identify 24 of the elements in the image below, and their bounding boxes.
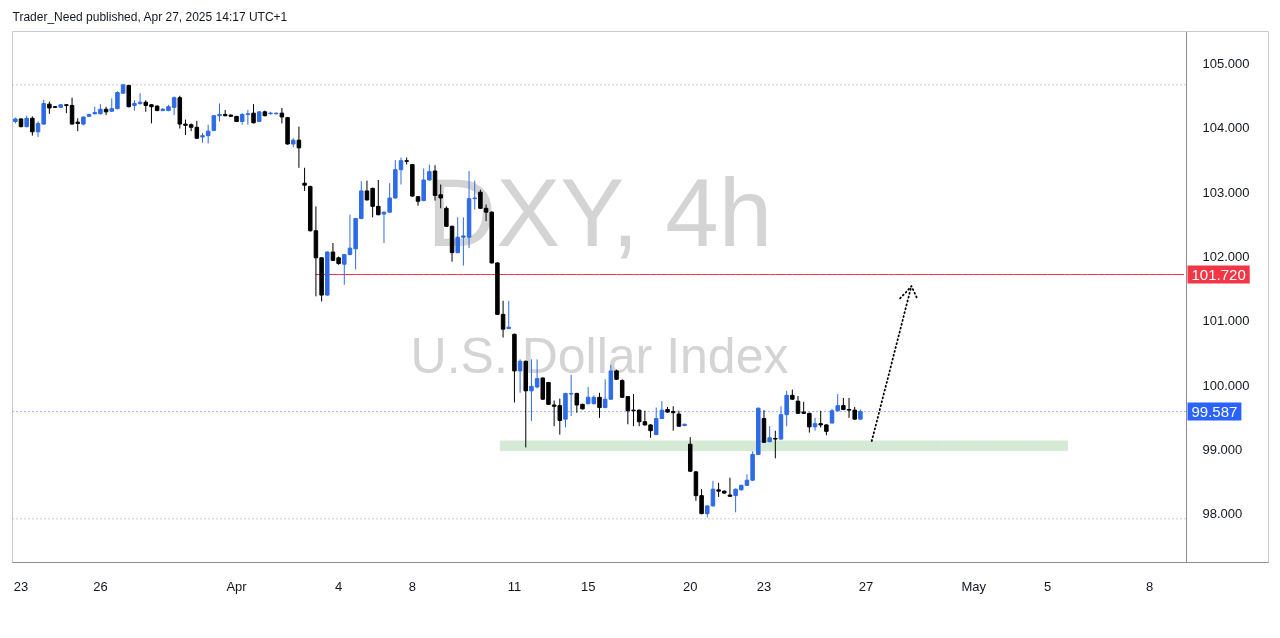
y-tick-label: 102.000 bbox=[1202, 249, 1250, 264]
x-tick-label: 4 bbox=[335, 578, 343, 594]
y-tick-label: 98.000 bbox=[1202, 506, 1243, 522]
x-tick-label: Apr bbox=[226, 578, 248, 594]
x-tick-label: 26 bbox=[93, 578, 108, 594]
x-tick-label: 11 bbox=[507, 578, 522, 594]
x-tick-label: 5 bbox=[1043, 578, 1052, 594]
x-tick-label: 23 bbox=[13, 578, 29, 594]
y-tick-label: 105.000 bbox=[1202, 56, 1250, 72]
y-tick-label: 100.000 bbox=[1202, 377, 1250, 393]
x-tick-label: 8 bbox=[1146, 578, 1154, 594]
x-tick-label: 27 bbox=[858, 578, 874, 594]
data-label: 101.720 bbox=[1191, 265, 1246, 283]
x-tick-label: 23 bbox=[756, 578, 772, 594]
x-tick-label: 20 bbox=[683, 578, 698, 594]
text: Trader_Need published, Apr 27, 2025 14:17 UTC+1 bbox=[12, 10, 288, 24]
y-tick-label: 103.000 bbox=[1202, 184, 1250, 200]
x-tick-label: 8 bbox=[408, 578, 416, 594]
x-tick-label: 15 bbox=[580, 578, 596, 594]
x-tick-label: May bbox=[961, 578, 987, 594]
y-tick-label: 99.000 bbox=[1202, 441, 1243, 457]
y-tick-label: 104.000 bbox=[1202, 120, 1250, 136]
y-tick-label: 101.000 bbox=[1202, 313, 1250, 329]
ref-line-label: 99.587 bbox=[1191, 402, 1238, 420]
